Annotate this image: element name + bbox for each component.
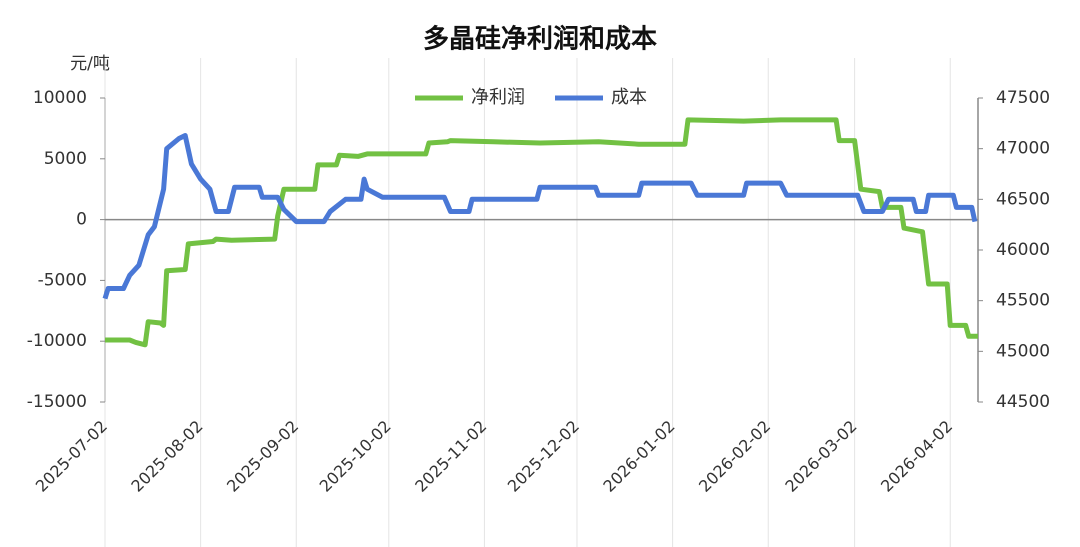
x-tick-label: 2025-11-02 xyxy=(411,417,490,496)
x-tick-label: 2026-04-02 xyxy=(877,417,956,496)
x-tick-label: 2026-02-02 xyxy=(695,417,774,496)
y-tick-label: 10000 xyxy=(33,88,87,108)
series-line xyxy=(102,133,978,300)
y-tick-label: -15000 xyxy=(27,392,87,412)
legend-label: 净利润 xyxy=(471,87,525,108)
y-axis-unit: 元/吨 xyxy=(70,54,110,74)
x-tick-label: 2025-07-02 xyxy=(32,417,111,496)
y2-tick-label: 45500 xyxy=(996,291,1050,311)
y2-tick-label: 47000 xyxy=(996,139,1050,159)
x-tick-label: 2026-01-02 xyxy=(599,417,678,496)
series-line xyxy=(105,117,978,348)
y-tick-label: -5000 xyxy=(38,270,87,290)
x-tick-label: 2025-10-02 xyxy=(316,417,395,496)
y-tick-label: 5000 xyxy=(44,149,87,169)
x-tick-label: 2025-09-02 xyxy=(223,417,302,496)
y2-tick-label: 47500 xyxy=(996,88,1050,108)
x-tick-label: 2026-03-02 xyxy=(781,417,860,496)
y2-tick-label: 45000 xyxy=(996,341,1050,361)
y-tick-label: -10000 xyxy=(27,331,87,351)
x-tick-label: 2025-08-02 xyxy=(127,417,206,496)
legend-label: 成本 xyxy=(611,87,647,108)
y-tick-label: 0 xyxy=(76,210,87,230)
chart-title: 多晶硅净利润和成本 xyxy=(423,24,657,55)
y2-tick-label: 44500 xyxy=(996,392,1050,412)
y2-tick-label: 46000 xyxy=(996,240,1050,260)
y2-tick-label: 46500 xyxy=(996,189,1050,209)
x-tick-label: 2025-12-02 xyxy=(504,417,583,496)
